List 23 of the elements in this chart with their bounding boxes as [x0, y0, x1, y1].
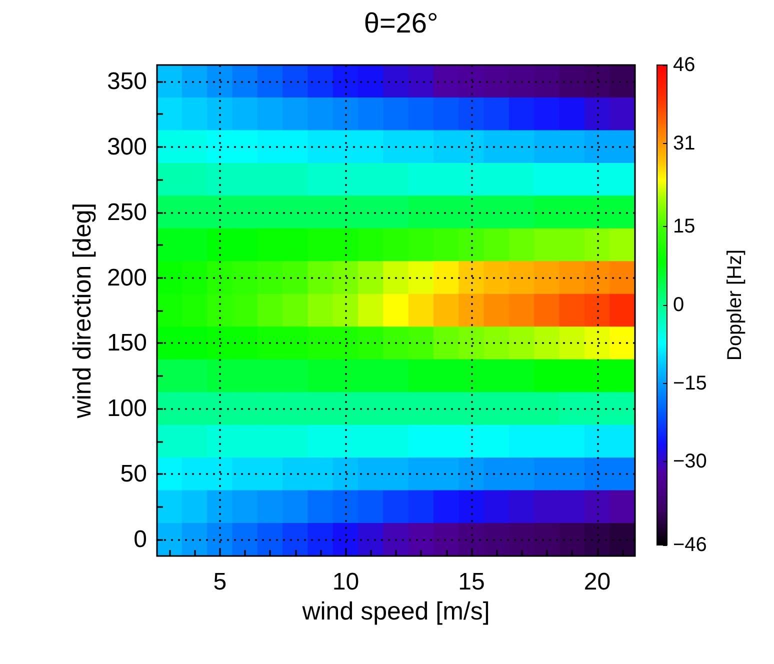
x-tick-label: 10 — [332, 568, 360, 596]
y-tick-label: 50 — [120, 460, 147, 488]
color-bar-label: −30 — [673, 450, 707, 473]
color-bar-label: 0 — [673, 294, 684, 316]
y-tick-label: 200 — [106, 264, 147, 292]
y-tick-label: 0 — [134, 526, 147, 554]
color-bar-label: −46 — [673, 534, 707, 556]
y-tick-label: 350 — [106, 68, 147, 95]
x-tick-label: 20 — [584, 568, 611, 596]
color-bar-label: 46 — [673, 54, 696, 76]
chart-title: θ=26° — [364, 8, 438, 38]
x-tick-label: 5 — [213, 568, 227, 596]
x-tick-label: 15 — [458, 568, 485, 596]
y-tick-label: 100 — [106, 395, 147, 422]
color-bar-label: 31 — [673, 132, 696, 154]
y-axis-title: wind direction [deg] — [68, 202, 96, 420]
x-axis-title: wind speed [m/s] — [301, 597, 490, 626]
color-bar-title: Doppler [Hz] — [724, 249, 746, 361]
y-tick-label: 250 — [106, 198, 147, 226]
y-tick-label: 150 — [106, 330, 147, 357]
color-bar-label: 15 — [673, 216, 696, 238]
color-bar-label: −15 — [673, 372, 707, 394]
y-tick-label: 300 — [106, 133, 147, 160]
